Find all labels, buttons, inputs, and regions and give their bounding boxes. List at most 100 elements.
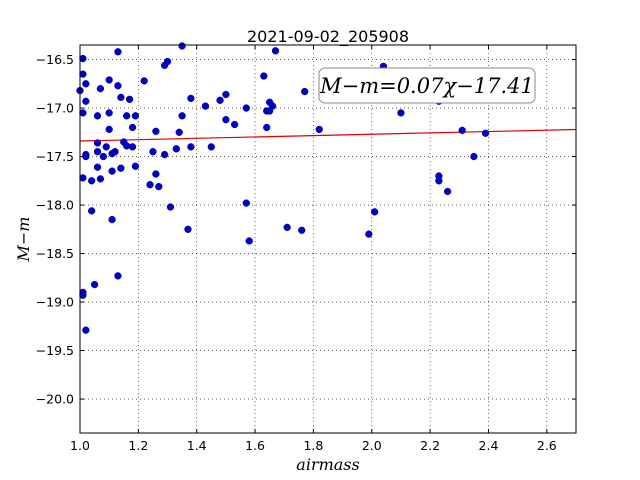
x-tick-label: 2.2	[420, 438, 440, 453]
data-point	[470, 152, 478, 161]
data-point	[371, 208, 379, 216]
data-point	[222, 116, 230, 124]
data-point	[128, 143, 137, 151]
data-point	[96, 175, 105, 183]
y-tick-label: −17.0	[36, 101, 74, 116]
data-point	[123, 112, 131, 120]
data-point	[481, 129, 490, 137]
data-point	[114, 48, 122, 56]
data-point	[93, 163, 102, 171]
fit-annotation-box	[318, 67, 536, 104]
fit-annotation-text: M−m=0.07χ−17.41	[319, 74, 534, 98]
data-point	[301, 87, 309, 96]
data-point	[222, 90, 230, 99]
data-point	[108, 167, 116, 175]
chart-title: 2021-09-02_205908	[247, 27, 409, 47]
y-tick-label: −20.0	[36, 392, 74, 407]
x-axis-label: airmass	[296, 455, 359, 474]
data-point	[105, 76, 113, 84]
x-tick-label: 2.4	[479, 438, 499, 453]
x-tick-label: 1.4	[187, 438, 207, 453]
data-point	[271, 47, 280, 55]
y-tick-label: −19.0	[36, 295, 74, 310]
data-point	[187, 94, 195, 102]
data-point	[79, 291, 87, 299]
data-point	[82, 326, 90, 334]
x-tick-label: 1.0	[70, 438, 90, 453]
y-tick-label: −18.5	[36, 246, 74, 261]
fit-line-layer	[79, 128, 577, 142]
data-point	[102, 143, 110, 151]
data-point	[245, 237, 253, 245]
y-tick-label: −18.0	[36, 198, 74, 213]
data-point	[178, 112, 186, 120]
y-tick-label: −16.5	[36, 52, 74, 67]
data-point	[125, 95, 134, 103]
data-point	[283, 223, 291, 232]
data-points	[76, 42, 490, 334]
data-point	[268, 102, 277, 110]
data-point	[435, 177, 443, 185]
data-point	[114, 272, 122, 280]
data-point	[93, 148, 102, 156]
data-point	[216, 96, 224, 104]
data-point	[242, 104, 250, 112]
data-point	[315, 125, 323, 134]
data-point	[172, 145, 180, 153]
data-point	[79, 174, 87, 182]
fit-line	[79, 128, 577, 142]
data-point	[88, 207, 96, 215]
data-point	[263, 123, 271, 132]
data-point	[152, 170, 160, 178]
x-tick-label: 1.8	[303, 438, 323, 453]
data-point	[131, 162, 140, 170]
data-point	[105, 125, 113, 134]
data-point	[82, 97, 90, 105]
data-point	[201, 102, 210, 110]
data-point	[298, 226, 306, 234]
data-point	[128, 123, 137, 132]
data-point	[93, 139, 102, 147]
data-point	[187, 143, 195, 151]
data-point	[160, 150, 169, 159]
data-point	[149, 148, 157, 156]
data-point	[365, 230, 373, 238]
data-point	[155, 182, 163, 191]
data-point	[163, 57, 172, 66]
data-point	[175, 128, 183, 136]
x-tick-label: 2.6	[537, 438, 557, 453]
data-point	[146, 181, 154, 189]
axis-ticks: 1.0 1.2 1.4 1.6 1.8 2.0 2.2 2.4 2.6 −16.5 −17.0 −17…	[36, 45, 576, 453]
y-tick-label: −19.5	[36, 343, 74, 358]
fit-annotation: M−m=0.07χ−17.41	[318, 67, 536, 104]
data-point	[184, 225, 192, 233]
data-point	[152, 127, 160, 135]
y-axis-label: M−m	[14, 217, 33, 263]
data-point	[166, 203, 175, 211]
x-tick-label: 1.6	[245, 438, 265, 453]
y-tick-label: −17.5	[36, 149, 74, 164]
data-point	[443, 187, 452, 196]
x-tick-label: 1.2	[128, 438, 148, 453]
data-point	[117, 164, 125, 172]
data-point	[260, 72, 268, 80]
data-point	[108, 215, 116, 224]
data-point	[79, 54, 87, 63]
data-point	[88, 177, 96, 185]
data-point	[114, 82, 122, 90]
data-point	[111, 148, 119, 156]
data-point	[458, 126, 466, 135]
data-point	[140, 77, 148, 85]
data-point	[90, 280, 99, 289]
data-point	[117, 93, 125, 102]
data-point	[207, 143, 215, 151]
data-point	[93, 112, 102, 120]
plot-frame	[79, 44, 577, 434]
data-point	[178, 42, 186, 50]
data-point	[397, 109, 405, 117]
data-point	[230, 120, 239, 129]
data-point	[79, 70, 87, 78]
data-point	[79, 109, 87, 117]
data-point	[96, 85, 105, 93]
